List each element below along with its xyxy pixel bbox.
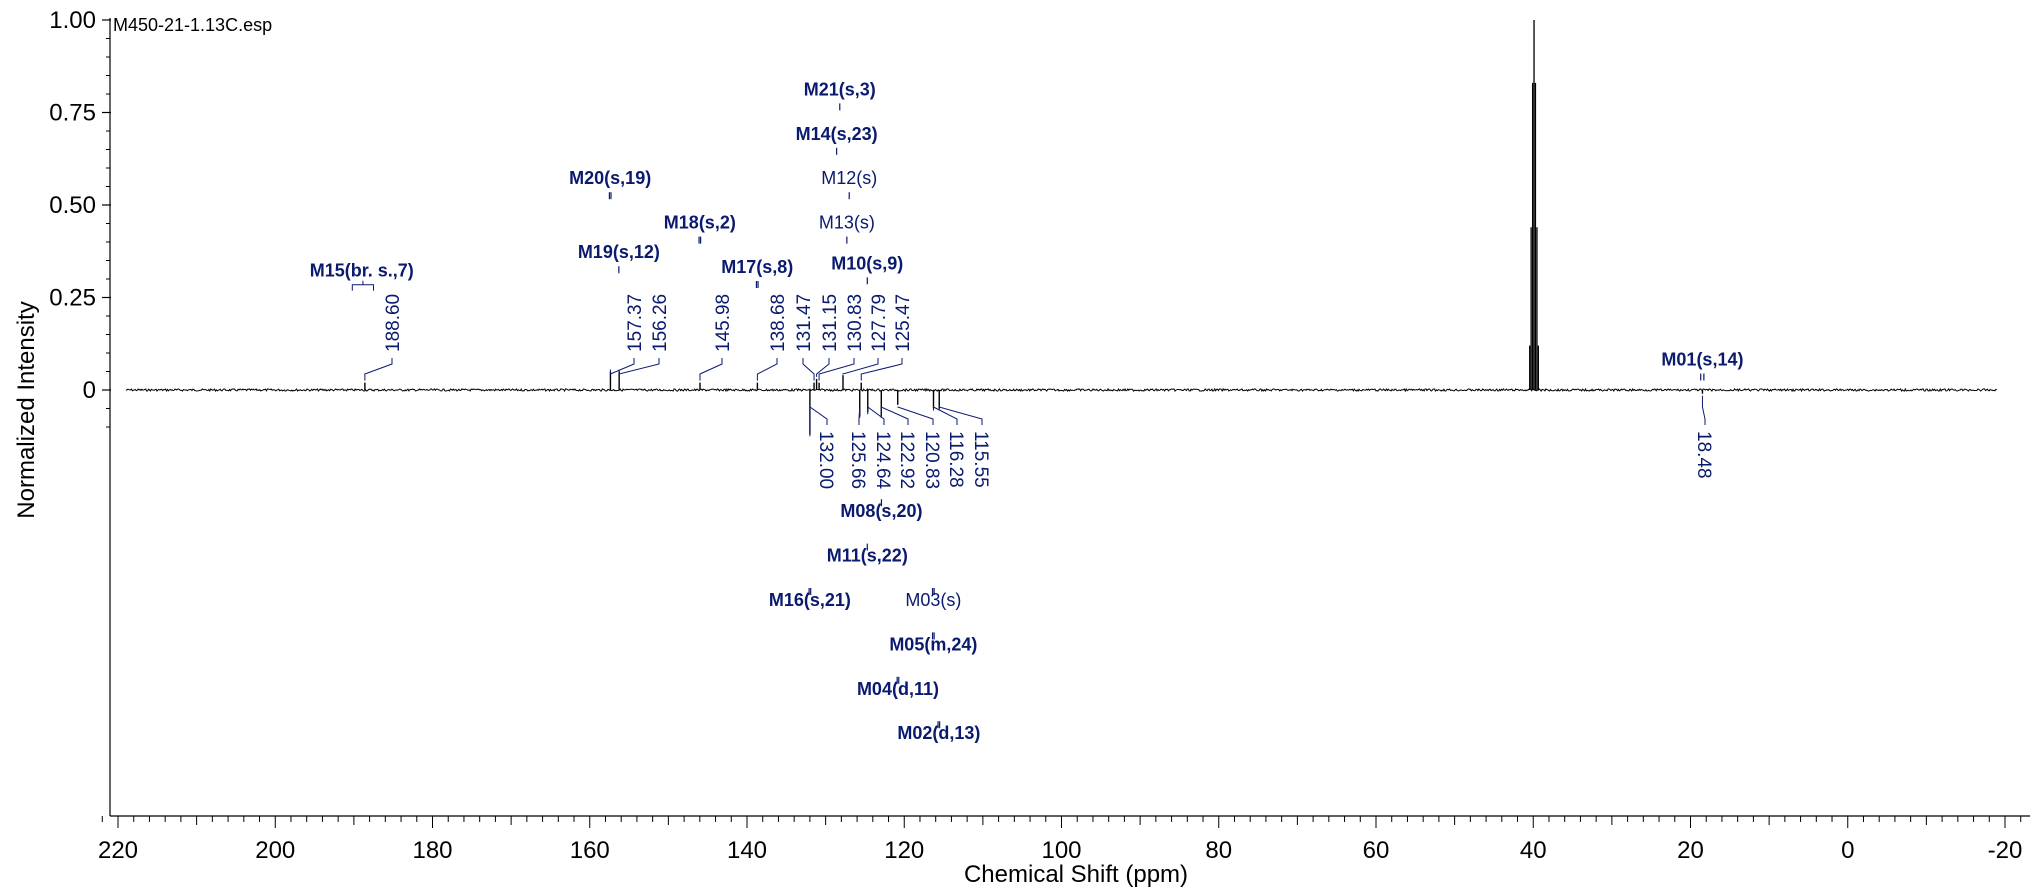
- multiplet-label: M17(s,8): [721, 257, 793, 277]
- peak-label: 145.98: [713, 294, 734, 352]
- peak-label: 130.83: [845, 294, 866, 352]
- multiplet-label: M03(s): [905, 590, 961, 610]
- x-tick-label: 100: [1041, 837, 1081, 864]
- peak-label: 131.15: [820, 294, 841, 352]
- baseline: [125, 387, 1997, 393]
- peak-leader: [609, 358, 635, 375]
- y-tick-label: 0: [83, 377, 96, 404]
- x-tick-label: 180: [412, 837, 452, 864]
- peak-label: 131.47: [794, 294, 815, 352]
- y-axis-label: Normalized Intensity: [13, 301, 40, 518]
- x-tick-label: 60: [1363, 837, 1390, 864]
- x-axis: 220 200 180 160 140 120 100 80 60 40 20 0 -20: [98, 815, 2030, 864]
- spectrum-trace: [125, 20, 1997, 435]
- peak-label: 115.55: [970, 431, 991, 488]
- y-tick-label: 0.50: [49, 192, 96, 219]
- peak-leader: [818, 358, 855, 381]
- y-axis: 1.00 0.75 0.50 0.25 0: [49, 7, 111, 816]
- peak-label: 120.83: [921, 431, 942, 489]
- peak-label: 18.48: [1693, 431, 1714, 479]
- x-tick-label: 80: [1205, 837, 1232, 864]
- peak-leader: [867, 406, 885, 425]
- peak-leader: [860, 358, 903, 381]
- x-axis-label: Chemical Shift (ppm): [964, 861, 1188, 888]
- multiplet-label: M04(d,11): [857, 679, 939, 699]
- multiplet-label: M05(m,24): [889, 634, 977, 654]
- x-tick-label: 200: [255, 837, 295, 864]
- file-label: M450-21-1.13C.esp: [113, 15, 272, 35]
- peak-label: 124.64: [872, 431, 893, 490]
- x-tick-label: 20: [1677, 837, 1704, 864]
- y-tick-label: 0.25: [49, 285, 96, 312]
- peak-leader: [842, 358, 879, 375]
- multiplet-label: M01(s,14): [1661, 350, 1743, 370]
- multiplet-label: M18(s,2): [664, 213, 736, 233]
- peak-label: 188.60: [383, 294, 404, 352]
- x-tick-label: 160: [570, 837, 610, 864]
- peak-leader: [364, 358, 393, 381]
- peak-label: 157.37: [625, 294, 646, 352]
- peak-label: 138.68: [768, 294, 789, 352]
- peak-leader: [802, 358, 815, 381]
- x-tick-label: 120: [884, 837, 924, 864]
- peak-leader: [816, 358, 830, 377]
- multiplet-label: M14(s,23): [796, 124, 878, 144]
- peak-leader: [699, 358, 723, 381]
- multiplet-label: M08(s,20): [840, 501, 922, 521]
- peak-leader: [1701, 395, 1706, 425]
- y-tick-label: 1.00: [49, 7, 96, 34]
- peak-leader: [938, 406, 983, 425]
- multiplet-label: M21(s,3): [804, 79, 876, 99]
- peak-leader: [809, 406, 828, 437]
- peak-label: 156.26: [650, 294, 671, 352]
- peak-label: 125.66: [847, 431, 868, 489]
- peak-leader: [880, 406, 909, 425]
- peak-label: 122.92: [896, 431, 917, 489]
- multiplet-annotations: M21(s,3) M14(s,23) M12(s) M20(s,19) M18(s,2)…: [310, 79, 1744, 743]
- peak-annotations: 188.60 157.37 156.26 145.98 138.68 131.47 131.…: [364, 294, 1714, 490]
- x-tick-label: -20: [1988, 837, 2023, 864]
- y-tick-label: 0.75: [49, 100, 96, 127]
- x-tick-label: 40: [1520, 837, 1547, 864]
- multiplet-label: M10(s,9): [831, 253, 903, 273]
- peak-label: 127.79: [869, 294, 890, 352]
- x-tick-label: 140: [727, 837, 767, 864]
- peak-label: 125.47: [893, 294, 914, 352]
- multiplet-label: M19(s,12): [578, 242, 660, 262]
- peak-leader: [932, 406, 958, 425]
- peak-leader: [858, 406, 861, 425]
- peak-leader: [897, 406, 934, 425]
- multiplet-label: M15(br. s.,7): [310, 261, 414, 281]
- multiplet-label: M11(s,22): [827, 546, 908, 566]
- peak-label: 132.00: [815, 431, 836, 489]
- multiplet-label: M16(s,21): [769, 590, 851, 610]
- peak-leader: [618, 358, 660, 375]
- peak-leader: [756, 358, 778, 381]
- multiplet-label: M12(s): [821, 168, 877, 188]
- x-tick-label: 0: [1841, 837, 1854, 864]
- multiplet-label: M20(s,19): [569, 168, 651, 188]
- multiplet-label: M13(s): [819, 213, 875, 233]
- peak-label: 116.28: [945, 431, 966, 488]
- multiplet-bracket: [351, 284, 375, 291]
- x-tick-label: 220: [98, 837, 138, 864]
- multiplet-label: M02(d,13): [897, 723, 980, 743]
